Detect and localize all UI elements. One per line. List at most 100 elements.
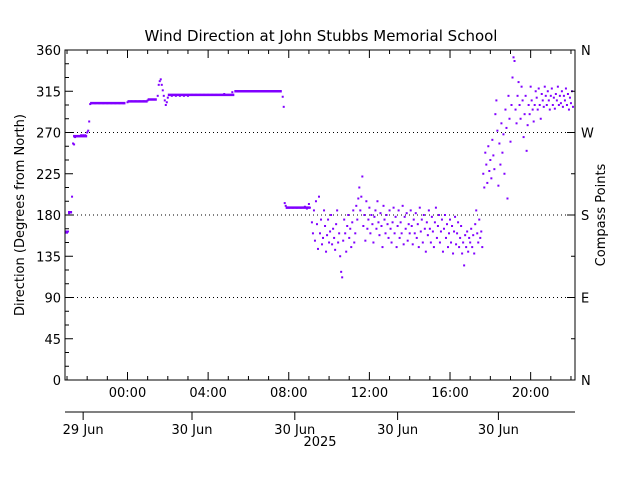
data-point xyxy=(331,243,334,246)
data-point xyxy=(474,223,477,226)
data-point xyxy=(384,232,387,235)
data-point xyxy=(368,206,371,209)
data-point xyxy=(447,246,450,249)
data-point xyxy=(465,246,468,249)
data-point xyxy=(454,215,457,218)
data-point xyxy=(382,204,385,207)
data-point xyxy=(562,94,565,97)
data-point xyxy=(507,94,510,97)
data-point xyxy=(438,241,441,244)
data-point xyxy=(86,131,89,134)
data-point xyxy=(432,246,435,249)
data-point xyxy=(543,85,546,88)
data-point xyxy=(387,236,390,239)
data-point xyxy=(162,94,165,97)
data-point xyxy=(525,149,528,152)
data-point xyxy=(360,195,363,198)
data-point xyxy=(451,225,454,227)
data-point xyxy=(357,197,360,200)
x-tick-label: 00:00 xyxy=(109,386,146,401)
data-point xyxy=(565,104,568,106)
data-point xyxy=(517,81,520,84)
data-point xyxy=(491,138,494,141)
data-point xyxy=(461,252,464,255)
data-point xyxy=(316,247,319,250)
data-point xyxy=(395,246,398,249)
data-point xyxy=(477,241,480,244)
data-point xyxy=(317,195,320,198)
data-point xyxy=(540,93,543,95)
y-tick-label: 90 xyxy=(44,292,61,307)
data-point xyxy=(327,218,330,221)
data-point xyxy=(488,170,491,172)
data-point xyxy=(311,232,314,235)
data-point xyxy=(392,206,395,209)
data-point xyxy=(334,248,337,251)
data-point xyxy=(388,209,391,212)
data-point xyxy=(440,218,443,221)
data-point xyxy=(410,225,413,227)
date-axis: 29 Jun 30 Jun 30 Jun 30 Jun 30 Jun xyxy=(63,411,575,438)
data-point xyxy=(416,223,419,226)
data-point xyxy=(555,99,558,102)
data-point xyxy=(544,94,547,97)
data-point xyxy=(433,221,436,224)
data-point xyxy=(550,87,553,90)
x-tick-label: 16:00 xyxy=(431,386,468,401)
data-point xyxy=(431,230,434,233)
data-point xyxy=(542,105,545,108)
data-point xyxy=(441,250,444,253)
y-tick-label: 225 xyxy=(36,168,61,183)
data-point xyxy=(394,215,397,218)
data-point xyxy=(553,107,556,110)
data-point xyxy=(471,246,474,249)
data-point xyxy=(423,227,426,230)
data-point xyxy=(165,101,168,104)
data-point xyxy=(444,236,447,239)
data-point xyxy=(417,246,420,249)
data-point xyxy=(481,246,484,249)
data-point xyxy=(332,227,335,230)
data-point xyxy=(314,200,317,203)
data-point xyxy=(497,184,500,187)
data-point xyxy=(323,209,326,212)
data-point xyxy=(546,90,549,93)
data-point xyxy=(421,241,424,244)
data-point xyxy=(231,91,234,94)
data-point xyxy=(519,117,522,120)
data-point xyxy=(541,99,544,102)
data-point xyxy=(568,96,571,99)
data-point xyxy=(436,225,439,227)
data-point xyxy=(408,232,411,235)
data-point xyxy=(528,113,531,116)
data-point xyxy=(412,218,415,221)
data-point xyxy=(434,206,437,209)
data-point xyxy=(498,142,501,145)
data-point xyxy=(400,232,403,235)
data-point xyxy=(482,172,485,175)
data-point xyxy=(354,232,357,235)
data-point xyxy=(383,218,386,221)
data-point xyxy=(558,94,561,97)
data-point xyxy=(166,96,169,99)
data-point xyxy=(495,99,498,102)
data-point xyxy=(566,93,569,95)
data-point xyxy=(484,151,487,154)
data-point xyxy=(509,140,512,143)
data-point xyxy=(489,159,492,161)
data-point xyxy=(397,209,400,212)
data-point xyxy=(472,234,475,237)
data-points xyxy=(65,56,574,279)
data-point xyxy=(462,241,465,244)
data-point xyxy=(396,225,399,227)
data-point xyxy=(364,239,367,242)
data-point xyxy=(450,241,453,244)
data-point xyxy=(350,246,353,249)
data-point xyxy=(386,223,389,226)
data-point xyxy=(569,102,572,105)
data-point xyxy=(156,94,159,97)
data-point xyxy=(518,104,521,106)
data-point xyxy=(457,221,460,224)
data-point xyxy=(355,204,358,207)
